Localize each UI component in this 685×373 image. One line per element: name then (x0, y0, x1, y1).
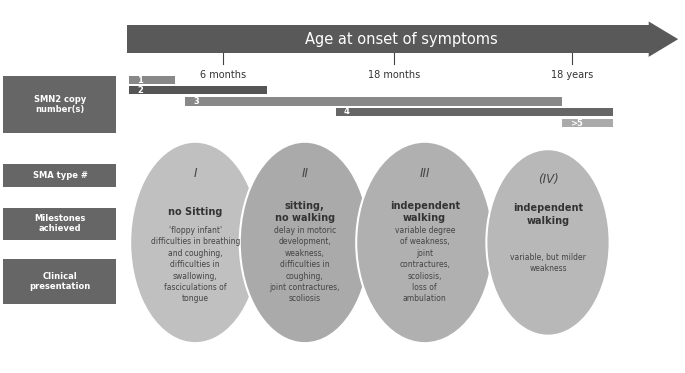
Text: 2: 2 (137, 86, 143, 95)
FancyBboxPatch shape (3, 259, 116, 304)
FancyBboxPatch shape (185, 97, 562, 106)
Text: 'floppy infant'
difficulties in breathing
and coughing,
difficulties in
swallowi: 'floppy infant' difficulties in breathin… (151, 226, 240, 304)
Text: >5: >5 (570, 119, 583, 128)
FancyBboxPatch shape (127, 25, 649, 53)
Text: 1: 1 (137, 76, 143, 85)
Ellipse shape (130, 142, 260, 343)
Text: 3: 3 (193, 97, 199, 106)
Text: variable degree
of weakness,
joint
contractures,
scoliosis,
loss of
ambulation: variable degree of weakness, joint contr… (395, 226, 455, 304)
Text: 4: 4 (344, 107, 350, 116)
Text: III: III (419, 167, 430, 181)
FancyBboxPatch shape (562, 119, 613, 127)
Text: Clinical
presentation: Clinical presentation (29, 272, 90, 291)
Text: Age at onset of symptoms: Age at onset of symptoms (305, 32, 497, 47)
Text: SMN2 copy
number(s): SMN2 copy number(s) (34, 95, 86, 114)
Text: independent
walking: independent walking (390, 201, 460, 223)
FancyBboxPatch shape (3, 75, 116, 134)
Text: (IV): (IV) (538, 173, 558, 185)
Ellipse shape (356, 142, 493, 343)
Ellipse shape (486, 149, 610, 336)
FancyBboxPatch shape (129, 86, 267, 94)
Text: independent
walking: independent walking (513, 203, 583, 226)
FancyBboxPatch shape (336, 108, 613, 116)
Text: II: II (301, 167, 308, 181)
Text: 18 years: 18 years (551, 70, 593, 80)
Text: 6 months: 6 months (199, 70, 246, 80)
Text: variable, but milder
weakness: variable, but milder weakness (510, 253, 586, 273)
Polygon shape (649, 21, 678, 57)
FancyBboxPatch shape (3, 164, 116, 186)
Text: SMA type #: SMA type # (32, 171, 88, 180)
Text: I: I (193, 167, 197, 181)
Text: Milestones
achieved: Milestones achieved (34, 214, 86, 233)
Text: no Sitting: no Sitting (168, 207, 223, 217)
Text: delay in motoric
development,
weakness,
difficulties in
coughing,
joint contract: delay in motoric development, weakness, … (270, 226, 340, 304)
Ellipse shape (240, 142, 370, 343)
Text: 18 months: 18 months (368, 70, 420, 80)
FancyBboxPatch shape (129, 76, 175, 84)
Text: sitting,
no walking: sitting, no walking (275, 201, 335, 223)
FancyBboxPatch shape (3, 208, 116, 239)
